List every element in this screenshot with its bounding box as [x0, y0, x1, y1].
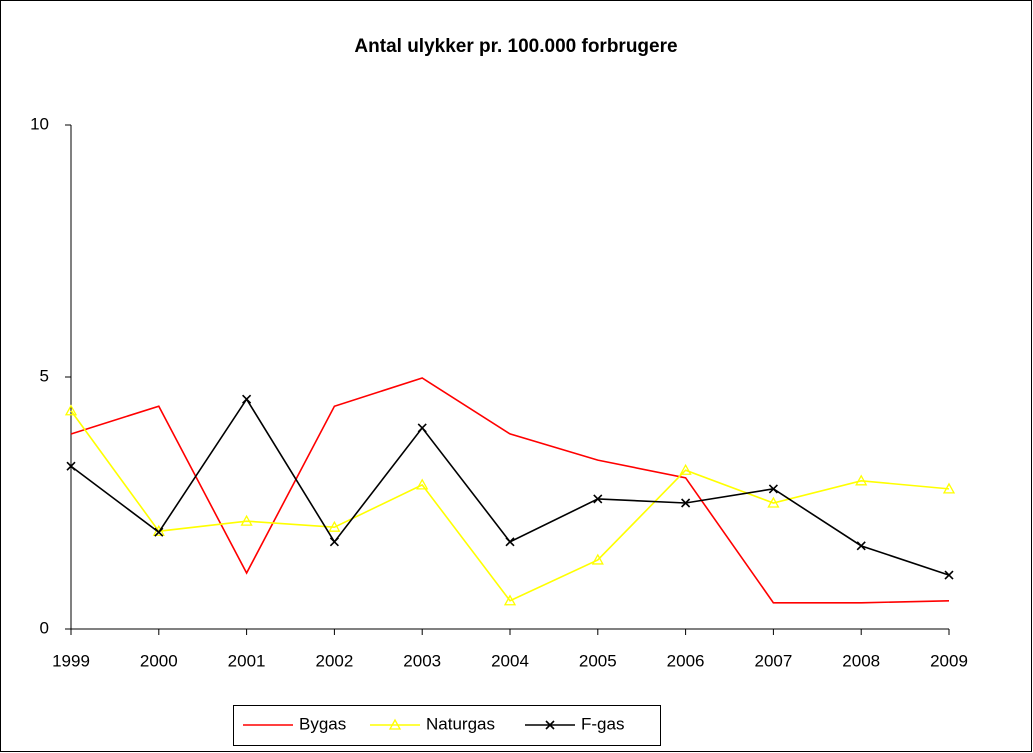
point-marker — [328, 520, 341, 532]
point-marker — [66, 461, 76, 471]
legend-marker — [545, 720, 555, 730]
legend-label: Bygas — [299, 714, 346, 733]
y-tick-label: 5 — [40, 366, 49, 385]
legend-label: Naturgas — [426, 714, 495, 733]
point-marker — [154, 527, 164, 537]
legend-marker — [388, 718, 402, 730]
x-tick-label: 1999 — [52, 651, 90, 670]
series-line — [70, 377, 950, 604]
point-marker — [767, 496, 780, 508]
y-tick-label: 0 — [40, 618, 49, 637]
point-marker — [64, 404, 78, 416]
point-marker — [856, 541, 866, 551]
point-marker — [679, 463, 692, 475]
x-tick-label: 2009 — [930, 651, 968, 670]
x-tick-label: 2000 — [140, 651, 178, 670]
point-marker — [944, 570, 954, 580]
point-marker — [242, 394, 252, 404]
point-marker — [593, 494, 603, 504]
series-line — [70, 410, 950, 602]
chart-title: Antal ulykker pr. 100.000 forbrugere — [354, 36, 677, 57]
point-marker — [240, 514, 253, 526]
point-marker — [942, 482, 956, 494]
point-marker — [591, 553, 604, 565]
y-tick-label: 10 — [30, 114, 49, 133]
x-tick-label: 2001 — [228, 651, 266, 670]
point-marker — [503, 594, 517, 606]
x-tick-label: 2002 — [315, 651, 353, 670]
point-marker — [416, 478, 429, 490]
point-marker — [768, 484, 778, 494]
x-tick-label: 2005 — [579, 651, 617, 670]
point-marker — [681, 498, 691, 508]
point-marker — [329, 537, 339, 547]
x-tick-label: 2004 — [491, 651, 529, 670]
x-tick-label: 2008 — [842, 651, 880, 670]
x-tick-label: 2006 — [667, 651, 705, 670]
point-marker — [855, 474, 868, 486]
legend-label: F-gas — [581, 714, 624, 733]
x-tick-label: 2007 — [754, 651, 792, 670]
point-marker — [505, 537, 515, 547]
x-tick-label: 2003 — [403, 651, 441, 670]
legend-box — [233, 705, 661, 746]
point-marker — [417, 423, 427, 433]
